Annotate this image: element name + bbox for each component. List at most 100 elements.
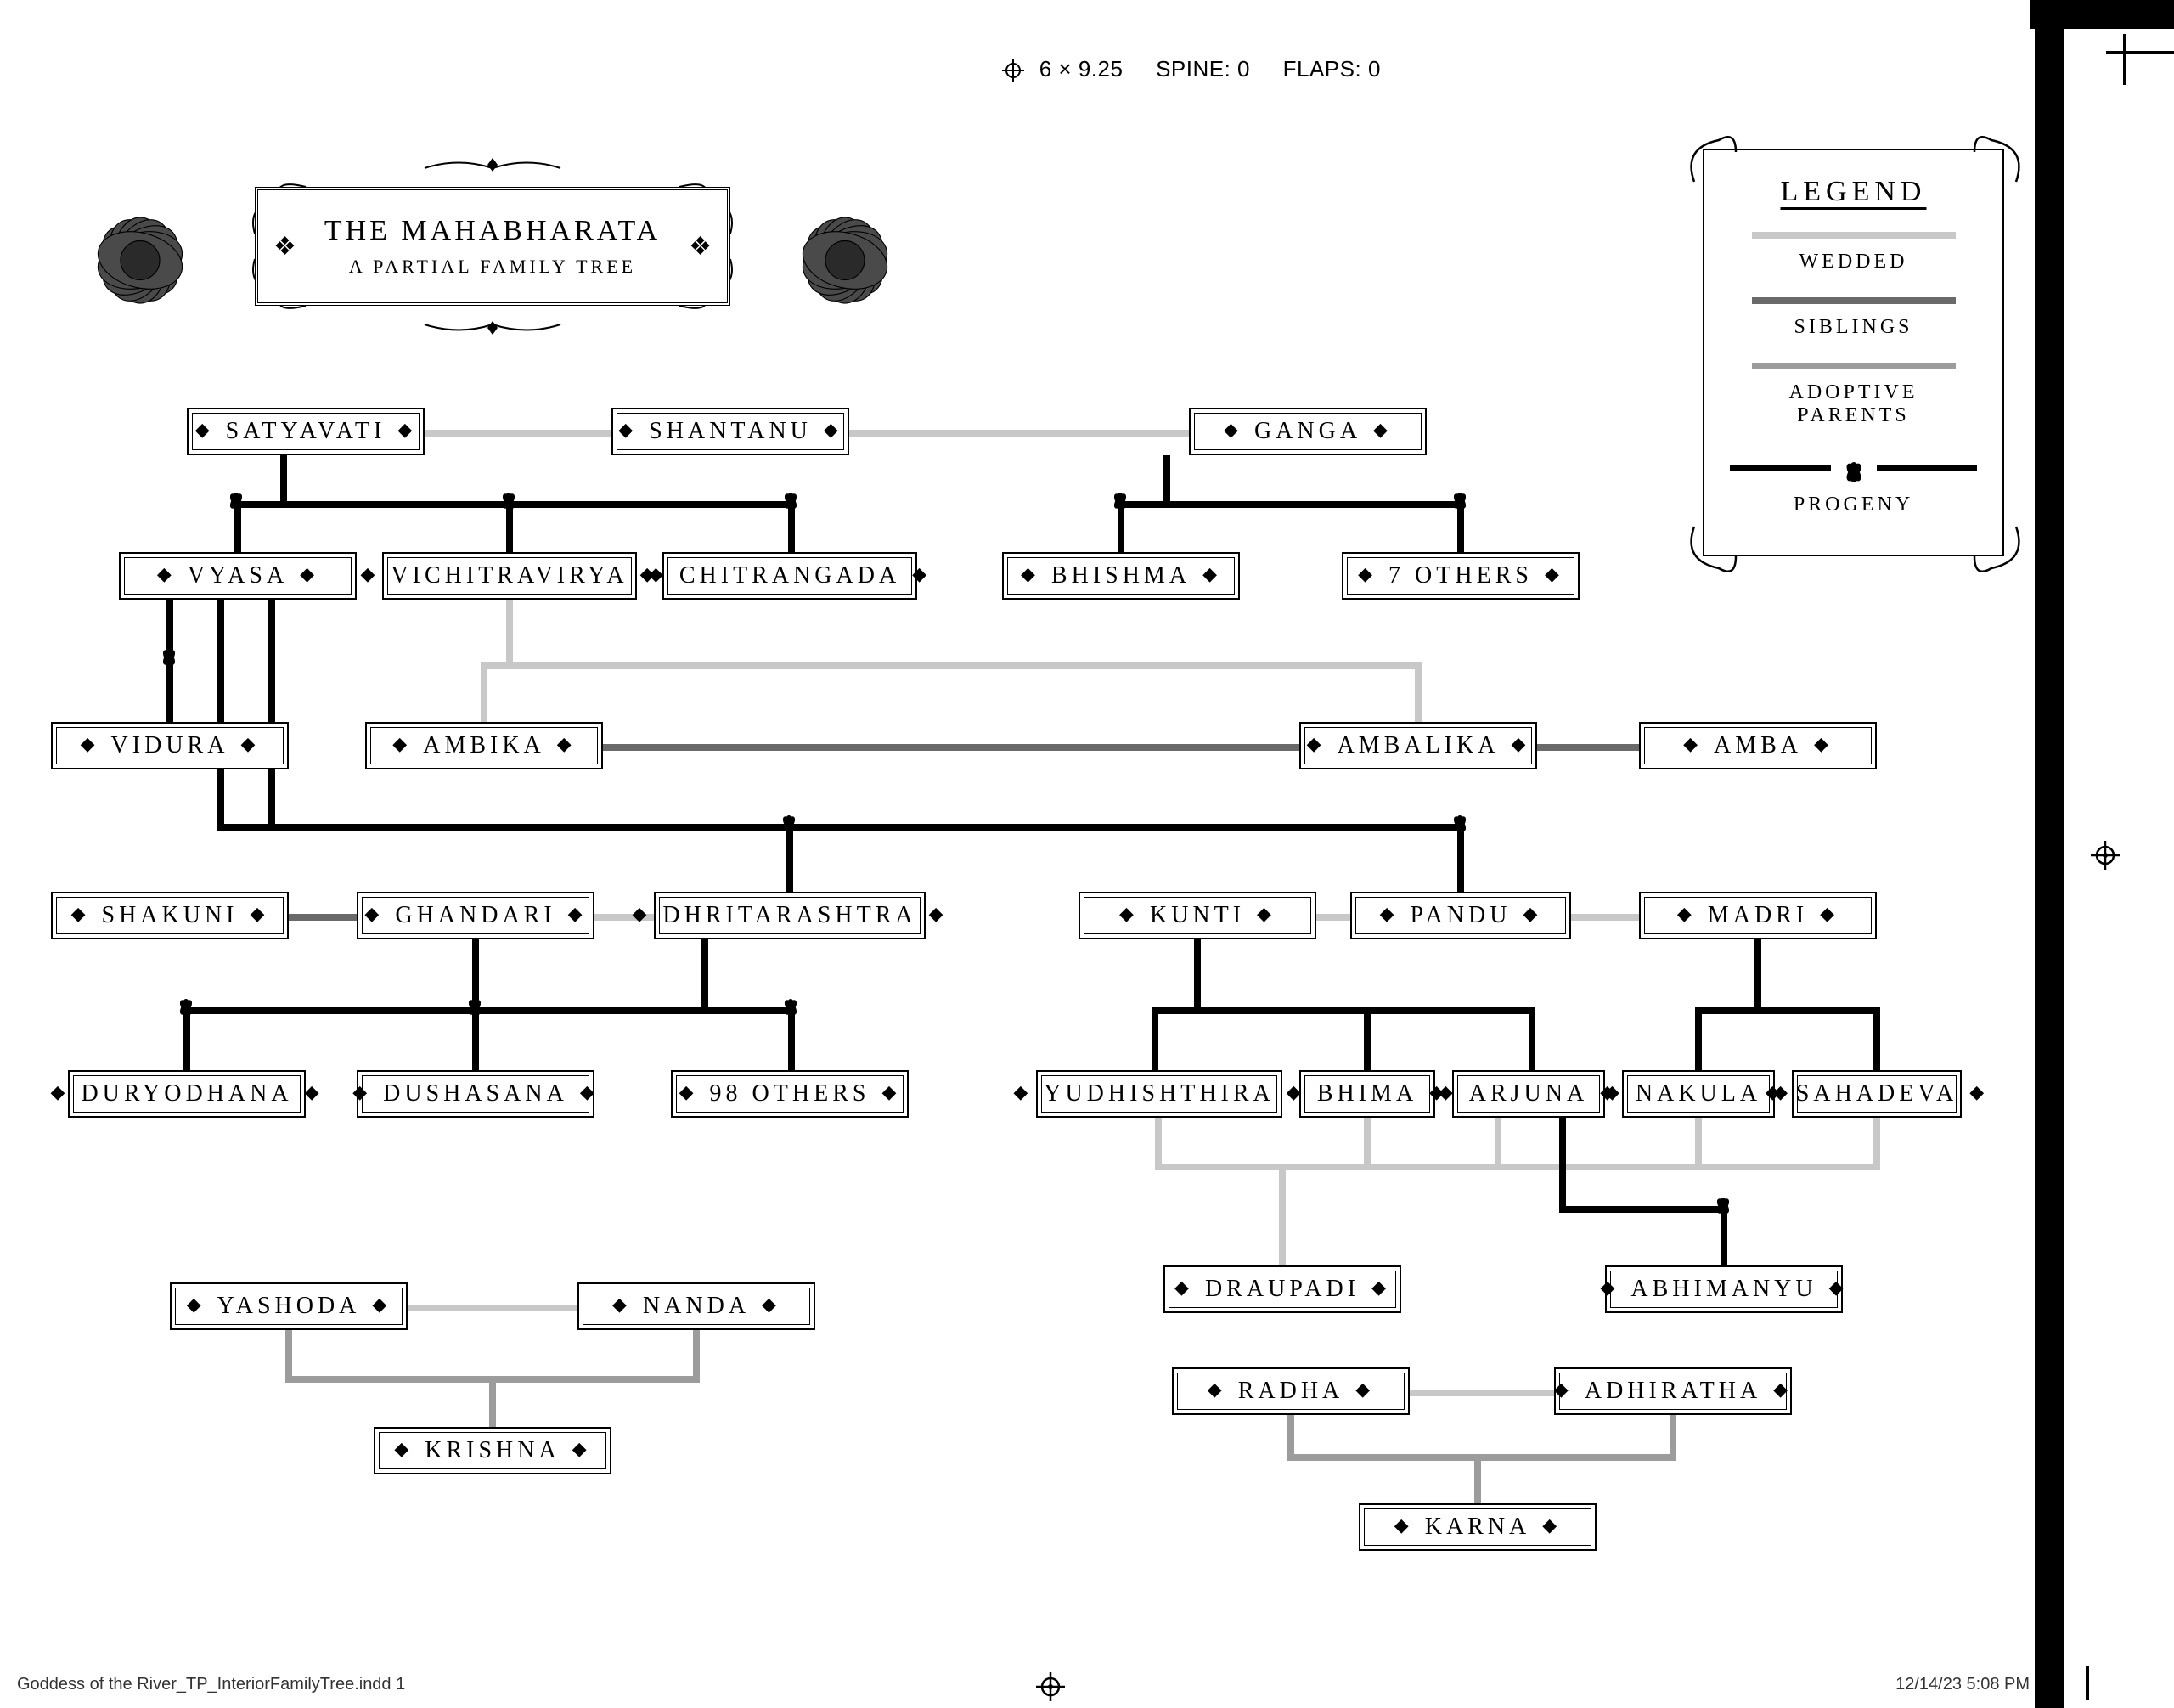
node-label: CHITRANGADA (679, 562, 900, 589)
flaps-label: FLAPS: 0 (1283, 56, 1381, 82)
edge-progeny (1559, 1206, 1724, 1213)
node-label: KRISHNA (425, 1437, 560, 1464)
legend-label-wedded: WEDDED (1730, 251, 1977, 273)
edge-wedded (1155, 1118, 1162, 1169)
node-label: SATYAVATI (226, 418, 386, 445)
edge-adoptive (1287, 1454, 1676, 1461)
node-dushasana: ◆DUSHASANA◆ (357, 1070, 594, 1118)
node-label: VYASA (188, 562, 288, 589)
node-ghandari: ◆GHANDARI◆ (357, 892, 594, 939)
node-label: YASHODA (217, 1293, 361, 1320)
edge-wedded (374, 1305, 611, 1311)
node-label: ABHIMANYU (1630, 1276, 1816, 1303)
edge-progeny (1873, 1007, 1880, 1074)
crop-mark (2086, 1666, 2089, 1700)
legend-line-siblings (1752, 297, 1956, 304)
edge-progeny (1364, 1007, 1371, 1074)
edge-wedded (506, 600, 513, 668)
node-bhima: ◆BHIMA◆ (1299, 1070, 1435, 1118)
lotus-icon (1704, 1186, 1743, 1215)
title-cartouche: ❖ THE MAHABHARATA A PARTIAL FAMILY TREE … (255, 187, 730, 306)
legend-label-progeny: PROGENY (1730, 493, 1977, 516)
legend-label-siblings: SIBLINGS (1730, 316, 1977, 339)
edge-progeny (1194, 939, 1201, 1012)
edge-progeny (1163, 455, 1170, 505)
print-spec-text: 6 × 9.25 SPINE: 0 FLAPS: 0 (1002, 56, 1381, 82)
edge-progeny (1152, 1007, 1535, 1014)
node-arjuna: ◆ARJUNA◆ (1452, 1070, 1605, 1118)
node-label: DUSHASANA (383, 1080, 568, 1108)
node-label: AMBA (1714, 732, 1802, 759)
edge-wedded (1495, 1118, 1501, 1169)
edge-wedded (1155, 1164, 1880, 1170)
node-label: SAHADEVA (1796, 1080, 1957, 1108)
lotus-icon (771, 481, 810, 510)
edge-progeny (268, 600, 275, 829)
edge-progeny (1152, 1007, 1158, 1074)
node-chitrangada: ◆CHITRANGADA◆ (662, 552, 917, 600)
edge-progeny (268, 824, 1461, 831)
node-draupadi: ◆DRAUPADI◆ (1163, 1265, 1401, 1313)
edge-adoptive (489, 1376, 496, 1430)
node-label: GHANDARI (395, 902, 555, 929)
edge-progeny (1695, 1007, 1702, 1074)
node-adhiratha: ◆ADHIRATHA◆ (1554, 1367, 1792, 1415)
node-label: SHANTANU (649, 418, 812, 445)
title-main: THE MAHABHARATA (324, 215, 661, 247)
node-others7: ◆7 OTHERS◆ (1342, 552, 1580, 600)
edge-progeny (472, 1007, 479, 1074)
edge-progeny (1721, 1206, 1727, 1269)
edge-adoptive (693, 1330, 700, 1381)
node-label: ADHIRATHA (1585, 1378, 1761, 1405)
lotus-icon (1440, 803, 1479, 832)
edge-adoptive (285, 1330, 292, 1381)
node-label: GANGA (1254, 418, 1361, 445)
node-label: VICHITRAVIRYA (391, 562, 628, 589)
node-krishna: ◆KRISHNA◆ (374, 1427, 611, 1474)
node-label: RADHA (1238, 1378, 1344, 1405)
node-vyasa: ◆VYASA◆ (119, 552, 357, 600)
lotus-ornament-left (42, 153, 238, 348)
lotus-icon (149, 637, 189, 666)
node-shantanu: ◆SHANTANU◆ (611, 408, 849, 455)
node-label: DRAUPADI (1205, 1276, 1360, 1303)
edge-wedded (1415, 662, 1422, 725)
node-madri: ◆MADRI◆ (1639, 892, 1877, 939)
node-yashoda: ◆YASHODA◆ (170, 1282, 408, 1330)
node-nakula: ◆NAKULA◆ (1622, 1070, 1775, 1118)
edge-wedded (1873, 1118, 1880, 1169)
node-amba: ◆AMBA◆ (1639, 722, 1877, 769)
lotus-icon (769, 803, 808, 832)
node-label: 98 OTHERS (710, 1080, 870, 1108)
dims-label: 6 × 9.25 (1039, 56, 1124, 82)
print-bleed-right (2035, 0, 2064, 1708)
edge-progeny (1457, 824, 1464, 895)
edge-wedded (481, 662, 487, 725)
lotus-icon (1101, 481, 1140, 510)
node-label: VIDURA (111, 732, 229, 759)
crop-mark (2123, 34, 2126, 85)
edge-progeny (701, 939, 708, 1012)
node-karna: ◆KARNA◆ (1359, 1503, 1597, 1551)
footer-date: 12/14/23 5:08 PM (1895, 1675, 2030, 1694)
lotus-icon (771, 987, 810, 1016)
footer-file: Goddess of the River_TP_InteriorFamilyTr… (17, 1675, 405, 1694)
node-yudhishthira: ◆YUDHISHTHIRA◆ (1036, 1070, 1282, 1118)
edge-progeny (788, 1007, 795, 1074)
legend: LEGEND WEDDED SIBLINGS ADOPTIVE PARENTS … (1703, 149, 2004, 556)
node-label: DHRITARASHTRA (662, 902, 916, 929)
title-sub: A PARTIAL FAMILY TREE (349, 256, 636, 278)
edge-progeny (280, 455, 287, 506)
node-satyavati: ◆SATYAVATI◆ (187, 408, 425, 455)
node-vichitravirya: ◆VICHITRAVIRYA◆ (382, 552, 637, 600)
node-label: BHISHMA (1051, 562, 1191, 589)
node-kunti: ◆KUNTI◆ (1079, 892, 1316, 939)
node-label: AMBIKA (423, 732, 545, 759)
edge-progeny (1529, 1007, 1535, 1074)
edge-wedded (1364, 1118, 1371, 1169)
edge-progeny (183, 1007, 190, 1074)
legend-line-adoptive (1752, 363, 1956, 369)
edge-progeny (786, 824, 793, 895)
node-dhritarashtra: ◆DHRITARASHTRA◆ (654, 892, 926, 939)
edge-wedded (1279, 1164, 1286, 1269)
